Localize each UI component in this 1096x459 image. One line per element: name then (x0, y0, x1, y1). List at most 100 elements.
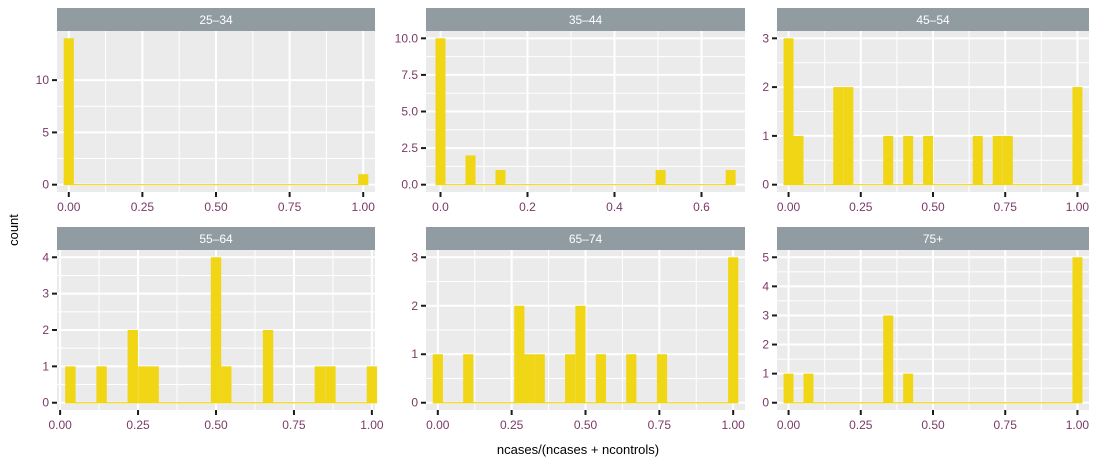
facet-strip (57, 227, 375, 250)
histogram-bar (595, 354, 606, 403)
histogram-bar (903, 373, 914, 403)
x-tick-label: 0.00 (426, 418, 450, 432)
histogram-bar (314, 366, 326, 403)
x-tick-label: 0.00 (777, 418, 801, 432)
x-tick-label: 0.75 (648, 418, 672, 432)
histogram-bar (138, 366, 149, 403)
facet-panel: 55–64 0 1 2 3 4 0.00 0.25 0.50 0.75 1.00 (42, 227, 384, 432)
histogram-bar (565, 354, 576, 403)
histogram-bar (325, 366, 336, 403)
histogram-bar (463, 354, 474, 403)
y-tick-label: 0 (42, 396, 49, 410)
x-tick-label: 0.25 (126, 418, 150, 432)
facet-strip-label: 65–74 (569, 232, 603, 246)
histogram-bar (148, 366, 159, 403)
histogram-bar (495, 170, 506, 185)
x-tick-label: 0.25 (500, 418, 524, 432)
y-tick-label: 0 (762, 178, 769, 192)
histogram-bar (1072, 87, 1083, 185)
histogram-bar (783, 373, 794, 403)
x-tick-label: 0.00 (777, 200, 801, 214)
y-tick-label: 5 (42, 125, 49, 139)
x-tick-label: 0.50 (921, 418, 945, 432)
histogram-bar (783, 38, 794, 185)
y-tick-label: 1 (42, 359, 49, 373)
histogram-bar (432, 354, 443, 403)
histogram-bar (843, 87, 854, 185)
histogram-bar (358, 174, 369, 185)
x-tick-label: 0.50 (921, 200, 945, 214)
histogram-bar (96, 366, 107, 403)
y-tick-label: 4 (762, 279, 769, 293)
histogram-bar (923, 135, 934, 185)
x-axis-title: ncases/(ncases + ncontrols) (497, 442, 659, 457)
histogram-bar (534, 354, 545, 403)
y-tick-label: 2 (762, 338, 769, 352)
x-tick-label: 0.25 (131, 200, 155, 214)
facet-panel: 45–54 0 1 2 3 0.00 0.25 0.50 0.75 1.00 (762, 8, 1089, 214)
x-tick-label: 0.4 (606, 200, 623, 214)
x-tick-label: 1.00 (360, 418, 384, 432)
histogram-bar (803, 373, 814, 403)
facet-strip (426, 227, 745, 250)
histogram-bar (514, 305, 525, 403)
y-tick-label: 3 (42, 287, 49, 301)
histogram-bar (883, 135, 894, 185)
y-tick-label: 2 (762, 80, 769, 94)
y-tick-label: 0 (42, 178, 49, 192)
x-tick-label: 0.2 (519, 200, 536, 214)
facet-strip (426, 8, 745, 31)
x-tick-label: 0.00 (57, 200, 81, 214)
y-tick-label: 1 (762, 367, 769, 381)
y-tick-label: 7.5 (401, 68, 418, 82)
histogram-bar (656, 354, 668, 403)
facet-panel: 65–74 0 1 2 3 0.00 0.25 0.50 0.75 1.00 (411, 227, 745, 432)
x-tick-label: 0.75 (278, 200, 302, 214)
histogram-bar (1002, 135, 1013, 185)
facet-strip-label: 55–64 (199, 232, 233, 246)
x-tick-label: 1.00 (1066, 200, 1090, 214)
y-tick-label: 0 (762, 396, 769, 410)
histogram-bar (833, 87, 844, 185)
x-tick-label: 1.00 (352, 200, 376, 214)
histogram-bar (524, 354, 535, 403)
histogram-bar (883, 315, 894, 403)
y-tick-label: 4 (42, 250, 49, 264)
histogram-bar (626, 354, 637, 403)
histogram-bar (465, 155, 476, 185)
facet-strip (57, 8, 375, 31)
facet-panel: 35–44 0.0 2.5 5.0 7.5 10.0 0.0 0.2 0.4 0.6 (395, 8, 745, 214)
histogram-bar (366, 366, 378, 403)
y-tick-label: 0 (411, 396, 418, 410)
histogram-bar (435, 38, 446, 185)
histogram-bar (793, 135, 804, 185)
histogram-bar (728, 257, 739, 403)
x-tick-label: 0.50 (574, 418, 598, 432)
y-tick-label: 5.0 (401, 105, 418, 119)
x-tick-label: 0.25 (849, 418, 873, 432)
histogram-bar (655, 170, 666, 185)
x-tick-label: 0.75 (994, 418, 1018, 432)
histogram-bar (972, 135, 983, 185)
y-tick-label: 1 (411, 347, 418, 361)
histogram-bar (575, 305, 586, 403)
y-tick-label: 2.5 (401, 141, 418, 155)
y-tick-label: 3 (411, 250, 418, 264)
histogram-bar (221, 366, 232, 403)
histogram-bar (725, 170, 736, 185)
facet-panel: 75+ 0 1 2 3 4 5 0.00 0.25 0.50 0.75 1.00 (762, 227, 1089, 432)
x-tick-label: 1.00 (722, 418, 746, 432)
histogram-bar (65, 366, 76, 403)
x-tick-label: 1.00 (1066, 418, 1090, 432)
x-tick-label: 0.75 (994, 200, 1018, 214)
y-tick-label: 10.0 (395, 31, 419, 45)
y-tick-label: 5 (762, 250, 769, 264)
x-tick-label: 0.00 (48, 418, 72, 432)
facet-panel: 25–34 0 5 10 0.00 0.25 0.50 0.75 1.00 (36, 8, 376, 214)
facet-strip-label: 75+ (923, 232, 943, 246)
x-tick-label: 0.25 (849, 200, 873, 214)
y-tick-label: 1 (762, 129, 769, 143)
x-tick-label: 0.0 (432, 200, 449, 214)
